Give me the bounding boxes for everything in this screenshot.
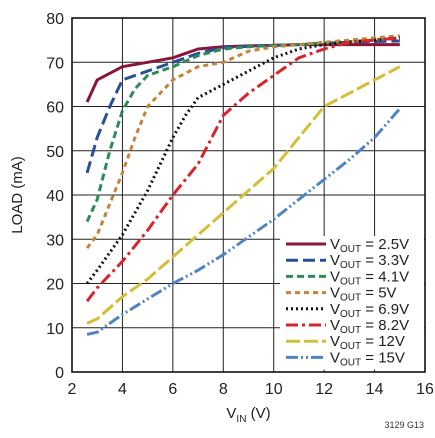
legend-label: VOUT = 8.2V <box>330 317 409 336</box>
legend-label-value: = 4.1V <box>361 268 409 285</box>
series-line-8 <box>86 107 401 336</box>
y-tick-label: 20 <box>46 277 64 294</box>
legend-label-main: V <box>330 285 340 302</box>
legend-label-sub: OUT <box>340 293 361 304</box>
legend-label-main: V <box>330 268 340 285</box>
legend-label-sub: OUT <box>340 276 361 287</box>
series-line-6 <box>85 36 400 303</box>
x-tick-label: 4 <box>118 381 127 398</box>
legend-label-sub: OUT <box>340 309 361 320</box>
legend-label-value: = 12V <box>361 333 405 350</box>
legend-label-sub: OUT <box>340 325 361 336</box>
legend-label-value: = 6.9V <box>361 301 409 318</box>
x-tick-label: 16 <box>416 381 434 398</box>
series-line-4 <box>85 34 400 250</box>
legend-label: VOUT = 15V <box>330 349 405 368</box>
series-line-7 <box>86 65 401 325</box>
y-tick-label: 60 <box>46 100 64 117</box>
legend-label-sub: OUT <box>340 357 361 368</box>
legend-label-main: V <box>330 349 340 366</box>
x-axis-title-unit: (V) <box>246 405 270 422</box>
legend-label: VOUT = 12V <box>330 333 405 352</box>
y-tick-label: 10 <box>46 321 64 338</box>
plot-frame <box>71 17 426 373</box>
legend-label-sub: OUT <box>340 260 361 271</box>
legend-label: VOUT = 4.1V <box>330 268 409 287</box>
x-axis-title-main: V <box>226 405 236 422</box>
x-tick-label: 10 <box>265 381 283 398</box>
legend-label-value: = 15V <box>361 349 405 366</box>
y-tick-label: 40 <box>46 188 64 205</box>
legend-label-value: = 8.2V <box>361 317 409 334</box>
y-tick-label: 0 <box>55 365 64 382</box>
series-line-5 <box>85 36 400 285</box>
y-axis-title: LOAD (mA) <box>9 156 26 234</box>
legend-label-main: V <box>330 317 340 334</box>
y-tick-labels: 0 10 20 30 40 50 60 70 80 <box>46 11 64 382</box>
legend-label-sub: OUT <box>340 341 361 352</box>
y-tick-label: 50 <box>46 144 64 161</box>
y-tick-label: 80 <box>46 11 64 28</box>
legend-label-value: = 5V <box>361 285 396 302</box>
legend-label-sub: OUT <box>340 244 361 255</box>
y-tick-label: 70 <box>46 55 64 72</box>
legend-label-main: V <box>330 252 340 269</box>
x-tick-label: 12 <box>315 381 333 398</box>
figure-id: 3129 G13 <box>384 420 424 430</box>
series-lines <box>85 34 401 336</box>
legend-label-main: V <box>330 301 340 318</box>
legend-label-main: V <box>330 333 340 350</box>
x-tick-label: 8 <box>219 381 228 398</box>
legend-label: VOUT = 3.3V <box>330 252 409 271</box>
x-axis-title-sub: IN <box>236 414 246 425</box>
legend-label-main: V <box>330 236 340 253</box>
x-axis-title: VIN (V) <box>226 405 270 425</box>
legend-label: VOUT = 2.5V <box>330 236 409 255</box>
y-tick-label: 30 <box>46 232 64 249</box>
x-tick-label: 2 <box>68 381 77 398</box>
legend-label-value: = 3.3V <box>361 252 409 269</box>
x-tick-label: 6 <box>168 381 177 398</box>
legend-label-value: = 2.5V <box>361 236 409 253</box>
legend-label: VOUT = 5V <box>330 285 397 304</box>
legend-label: VOUT = 6.9V <box>330 301 409 320</box>
x-tick-label: 14 <box>366 381 384 398</box>
legend-background <box>280 236 424 370</box>
x-tick-labels: 2 4 6 8 10 12 14 16 <box>68 381 434 398</box>
